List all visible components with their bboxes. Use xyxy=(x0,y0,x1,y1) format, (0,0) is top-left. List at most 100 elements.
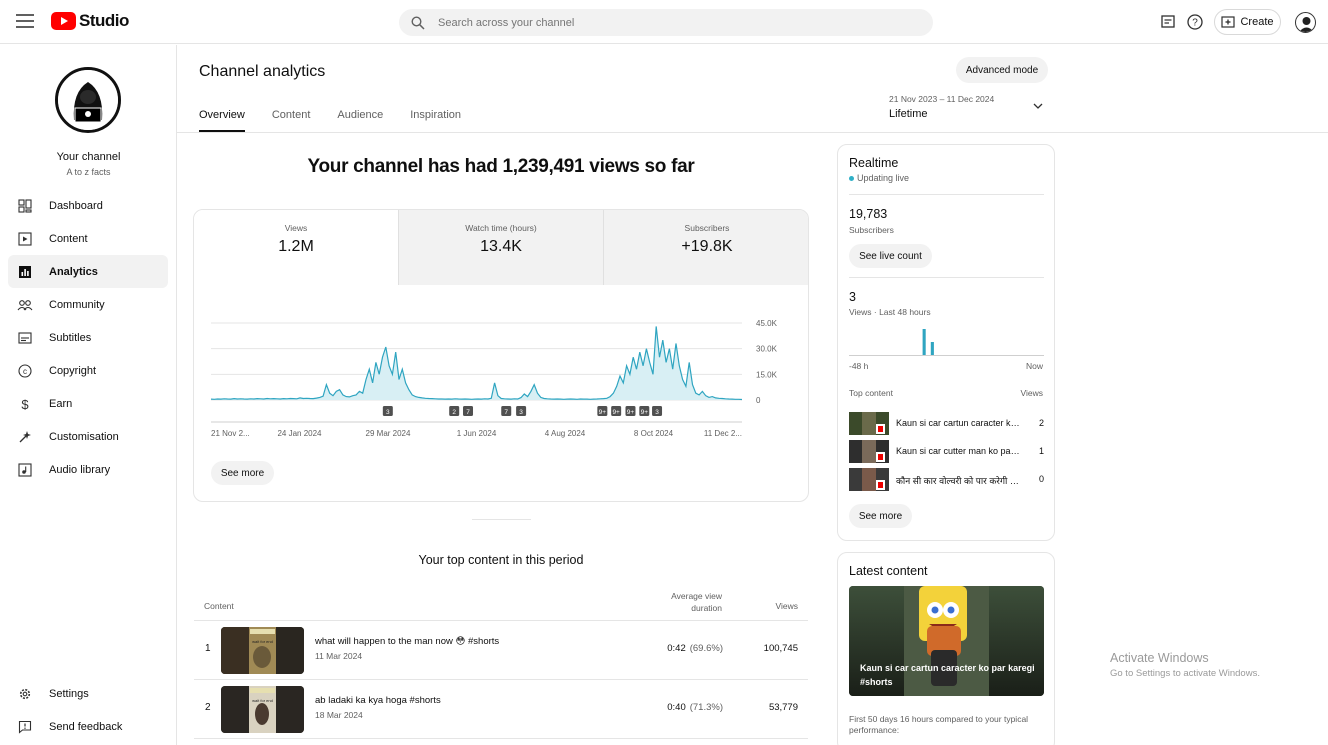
tab-content[interactable]: Content xyxy=(271,109,311,121)
see-more-button[interactable]: See more xyxy=(211,461,274,485)
tab-inspiration[interactable]: Inspiration xyxy=(410,109,462,121)
x-tick-label: 11 Dec 2... xyxy=(704,429,742,438)
publish-marker-label: 3 xyxy=(519,409,523,416)
sidebar: Your channel A to z facts Dashboard Cont… xyxy=(0,45,177,745)
sidebar-item-label: Content xyxy=(49,232,88,245)
date-range-selector[interactable]: 21 Nov 2023 – 11 Dec 2024 Lifetime xyxy=(889,94,994,120)
y-tick-label: 0 xyxy=(756,396,761,405)
list-item[interactable]: कौन सी कार वोल्वरी को पार करेगी #shorts … xyxy=(849,468,1044,492)
search-input[interactable] xyxy=(438,16,898,29)
column-header-views[interactable]: Views xyxy=(775,601,798,611)
sidebar-item-community[interactable]: Community xyxy=(8,288,168,321)
sidebar-item-send-feedback[interactable]: Send feedback xyxy=(8,710,168,743)
sidebar-item-label: Analytics xyxy=(49,265,98,278)
publish-marker xyxy=(382,406,393,416)
views-headline: Your channel has had 1,239,491 views so … xyxy=(307,156,695,177)
metric-subscribers[interactable]: Subscribers +19.8K xyxy=(604,210,808,285)
studio-logo[interactable]: Studio xyxy=(51,11,129,31)
views-chart[interactable]: 45.0K 30.0K 15.0K 0 3 2 7 7 3 9+ 9+ 9+ 9+ 3 21 Nov 2..… xyxy=(194,285,808,445)
latest-video-thumbnail[interactable]: Kaun si car cartun caracter ko par kareg… xyxy=(849,586,1044,696)
create-label: Create xyxy=(1240,16,1274,28)
realtime-axis-right: Now xyxy=(1025,361,1043,371)
menu-icon[interactable] xyxy=(16,14,34,28)
sidebar-item-settings[interactable]: Settings xyxy=(8,677,168,710)
analytics-icon xyxy=(17,264,33,280)
advanced-mode-button[interactable]: Advanced mode xyxy=(956,57,1048,83)
metric-label: Views xyxy=(284,223,308,233)
video-views: 1 xyxy=(1038,446,1044,456)
video-views: 0 xyxy=(1038,474,1044,484)
content-icon xyxy=(17,231,33,247)
publish-marker-label: 9+ xyxy=(599,409,607,416)
video-thumbnail[interactable]: wait for end xyxy=(221,627,304,674)
top-content-title: Your top content in this period xyxy=(418,553,584,567)
metric-watch-time[interactable]: Watch time (hours) 13.4K xyxy=(399,210,604,285)
account-avatar[interactable] xyxy=(1295,12,1316,33)
publish-marker xyxy=(652,406,663,416)
avg-duration-pct: (69.6%) xyxy=(689,643,723,654)
video-views: 53,779 xyxy=(768,702,798,713)
table-row[interactable]: 1 wait for end what will happen to the m… xyxy=(194,620,808,679)
search-bar[interactable] xyxy=(399,9,933,36)
series-area xyxy=(211,326,742,400)
header-divider xyxy=(177,132,1328,133)
publish-marker-label: 3 xyxy=(386,409,390,416)
community-icon xyxy=(17,297,33,313)
chevron-down-icon[interactable] xyxy=(1032,100,1044,112)
sidebar-item-copyright[interactable]: c Copyright xyxy=(8,354,168,387)
video-title[interactable]: ab ladaki ka kya hoga #shorts xyxy=(315,695,441,706)
see-live-count-button[interactable]: See live count xyxy=(849,244,932,268)
publish-marker xyxy=(463,406,474,416)
column-header-avg-duration[interactable]: Average view duration xyxy=(671,591,722,613)
video-title: Kaun si car cartun caracter ko par kareg… xyxy=(896,418,1022,428)
views-column-label: Views xyxy=(1020,388,1043,398)
sidebar-item-content[interactable]: Content xyxy=(8,222,168,255)
video-title: कौन सी कार वोल्वरी को पार करेगी #shorts xyxy=(896,476,1022,486)
video-date: 18 Mar 2024 xyxy=(315,710,363,720)
audio-library-icon xyxy=(17,462,33,478)
publish-marker-label: 9+ xyxy=(627,409,635,416)
y-tick-label: 15.0K xyxy=(756,370,778,379)
channel-avatar[interactable] xyxy=(55,67,121,133)
thumbnail-caption: wait for end xyxy=(252,639,273,644)
subtitles-icon xyxy=(17,330,33,346)
tab-overview[interactable]: Overview xyxy=(199,100,245,132)
card-divider xyxy=(849,277,1044,278)
sidebar-bottom-nav: Settings Send feedback xyxy=(8,677,168,743)
top-content-label: Top content xyxy=(849,388,893,398)
x-tick-label: 4 Aug 2024 xyxy=(545,429,586,438)
logo-text: Studio xyxy=(79,11,129,30)
list-item[interactable]: Kaun si car cartun caracter ko par kareg… xyxy=(849,412,1044,436)
help-icon[interactable]: ? xyxy=(1185,12,1205,32)
x-tick-label: 8 Oct 2024 xyxy=(634,429,674,438)
row-rank: 2 xyxy=(205,702,211,713)
metric-views[interactable]: Views 1.2M xyxy=(194,210,399,285)
earn-icon: $ xyxy=(17,396,33,412)
sidebar-item-customisation[interactable]: Customisation xyxy=(8,420,168,453)
tab-audience[interactable]: Audience xyxy=(337,109,384,121)
create-button[interactable]: Create xyxy=(1214,9,1281,35)
metric-value: 13.4K xyxy=(480,238,522,255)
realtime-card: Realtime Updating live 19,783 Subscriber… xyxy=(837,144,1055,541)
publish-marker-label: 9+ xyxy=(641,409,649,416)
realtime-title: Realtime xyxy=(849,156,899,170)
sidebar-item-analytics[interactable]: Analytics xyxy=(8,255,168,288)
channel-label: Your channel xyxy=(56,151,121,163)
thumbnail-caption: wait for end xyxy=(252,698,273,703)
avg-duration-pct: (71.3%) xyxy=(689,702,723,713)
sidebar-item-earn[interactable]: $ Earn xyxy=(8,387,168,420)
sidebar-item-dashboard[interactable]: Dashboard xyxy=(8,189,168,222)
realtime-status-text: Updating live xyxy=(857,173,910,183)
list-item[interactable]: Kaun si car cutter man ko par karegi 1 xyxy=(849,440,1044,464)
subtitles-feedback-icon[interactable] xyxy=(1158,12,1178,32)
sidebar-item-audio-library[interactable]: Audio library xyxy=(8,453,168,486)
see-more-button[interactable]: See more xyxy=(849,504,912,528)
video-thumbnail xyxy=(849,468,889,491)
sidebar-item-subtitles[interactable]: Subtitles xyxy=(8,321,168,354)
video-thumbnail[interactable]: wait for end xyxy=(221,686,304,733)
realtime-axis-left: -48 h xyxy=(849,361,869,371)
publish-marker xyxy=(597,406,608,416)
video-title[interactable]: what will happen to the man now 😳 #short… xyxy=(315,636,500,647)
table-row[interactable]: 2 wait for end ab ladaki ka kya hoga #sh… xyxy=(194,679,808,738)
realtime-subscribers-value: 19,783 xyxy=(849,207,888,221)
